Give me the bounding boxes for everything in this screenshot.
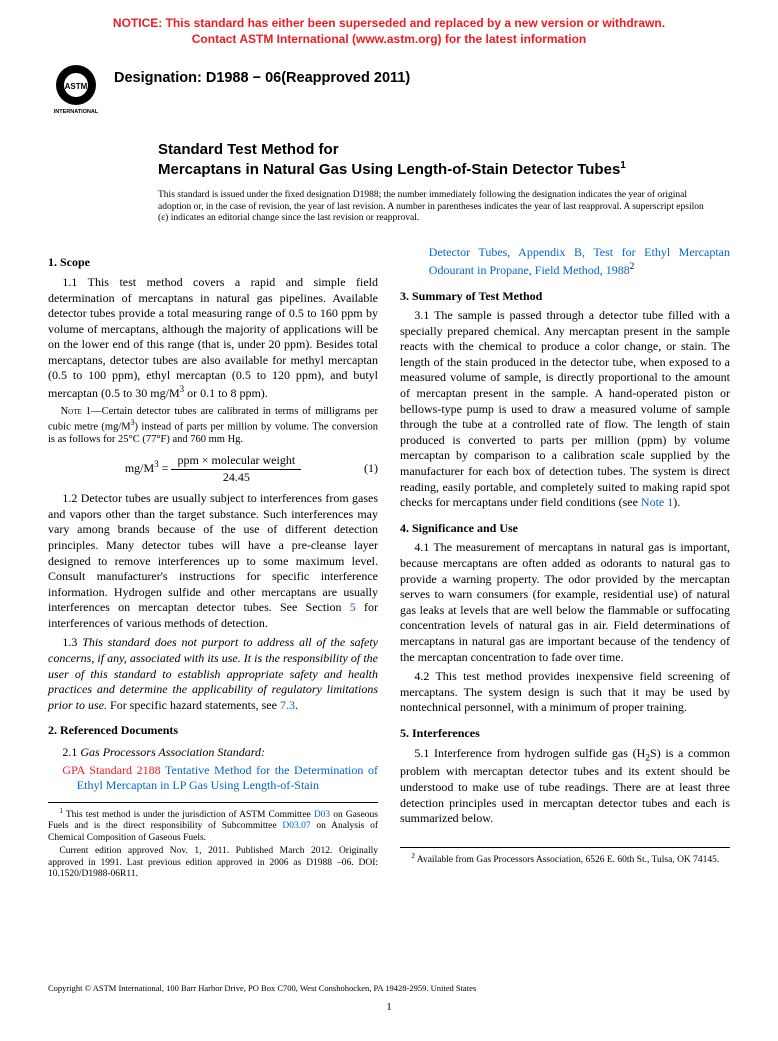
page-number: 1 bbox=[48, 1000, 730, 1014]
footnotes-left: 1 This test method is under the jurisdic… bbox=[48, 802, 378, 881]
note-1: Note 1—Certain detector tubes are calibr… bbox=[48, 406, 378, 447]
title-main: Mercaptans in Natural Gas Using Length-o… bbox=[158, 161, 620, 178]
body-columns: 1. Scope 1.1 This test method covers a r… bbox=[48, 245, 730, 965]
title-line1: Standard Test Method for bbox=[158, 141, 730, 160]
copyright: Copyright © ASTM International, 100 Barr… bbox=[48, 983, 730, 994]
para-5-1: 5.1 Interference from hydrogen sulfide g… bbox=[400, 746, 730, 827]
equation-number: (1) bbox=[364, 461, 378, 477]
section-1-head: 1. Scope bbox=[48, 255, 378, 271]
header-row: ASTM INTERNATIONAL Designation: D1988 − … bbox=[48, 61, 730, 117]
section-3-head: 3. Summary of Test Method bbox=[400, 289, 730, 305]
notice-banner: NOTICE: This standard has either been su… bbox=[48, 16, 730, 47]
svg-text:INTERNATIONAL: INTERNATIONAL bbox=[54, 109, 99, 115]
footnote-2: 2 Available from Gas Processors Associat… bbox=[400, 852, 730, 867]
link-d03[interactable]: D03 bbox=[314, 810, 330, 820]
section-2-head: 2. Referenced Documents bbox=[48, 723, 378, 739]
title-line2: Mercaptans in Natural Gas Using Length-o… bbox=[158, 160, 730, 180]
title-block: Standard Test Method for Mercaptans in N… bbox=[158, 141, 730, 180]
link-d03-07[interactable]: D03.07 bbox=[282, 821, 310, 831]
para-4-1: 4.1 The measurement of mercaptans in nat… bbox=[400, 540, 730, 665]
footnotes-right: 2 Available from Gas Processors Associat… bbox=[400, 847, 730, 867]
page: NOTICE: This standard has either been su… bbox=[0, 0, 778, 1035]
svg-text:ASTM: ASTM bbox=[65, 82, 88, 91]
ref-gpa-2188-cont[interactable]: Detector Tubes, Appendix B, Test for Eth… bbox=[400, 245, 730, 278]
para-1-3: 1.3 This standard does not purport to ad… bbox=[48, 635, 378, 713]
designation: Designation: D1988 − 06(Reapproved 2011) bbox=[114, 61, 410, 88]
para-4-2: 4.2 This test method provides inexpensiv… bbox=[400, 669, 730, 716]
ref-gpa-2188[interactable]: GPA Standard 2188 Tentative Method for t… bbox=[48, 763, 378, 794]
issuance-note: This standard is issued under the fixed … bbox=[158, 190, 710, 226]
para-1-1: 1.1 This test method covers a rapid and … bbox=[48, 275, 378, 402]
para-3-1: 3.1 The sample is passed through a detec… bbox=[400, 308, 730, 511]
section-4-head: 4. Significance and Use bbox=[400, 521, 730, 537]
notice-line1: NOTICE: This standard has either been su… bbox=[113, 16, 665, 30]
footnote-1-cont: Current edition approved Nov. 1, 2011. P… bbox=[48, 846, 378, 880]
notice-line2: Contact ASTM International (www.astm.org… bbox=[192, 32, 586, 46]
section-5-head: 5. Interferences bbox=[400, 726, 730, 742]
footnote-1: 1 This test method is under the jurisdic… bbox=[48, 807, 378, 844]
para-1-2: 1.2 Detector tubes are usually subject t… bbox=[48, 491, 378, 631]
title-footnote-ref: 1 bbox=[620, 160, 626, 171]
ref-sub-head: 2.1 Gas Processors Association Standard: bbox=[48, 745, 378, 761]
xref-note-1[interactable]: Note 1 bbox=[641, 495, 673, 509]
equation-1: mg/M3 = ppm × molecular weight 24.45 (1) bbox=[48, 453, 378, 485]
astm-logo: ASTM INTERNATIONAL bbox=[48, 61, 104, 117]
xref-7-3[interactable]: 7.3 bbox=[280, 698, 295, 712]
